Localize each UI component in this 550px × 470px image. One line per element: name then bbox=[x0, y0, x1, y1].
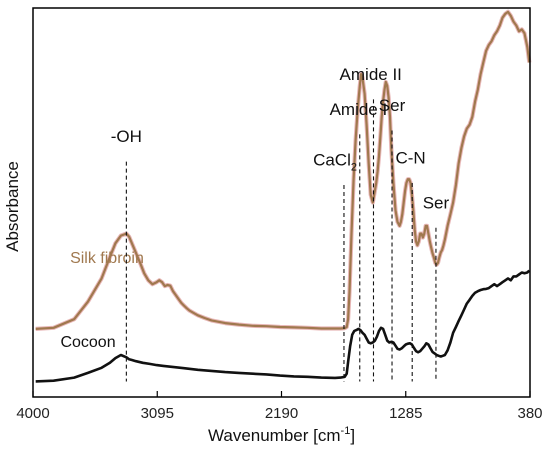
x-axis-title: Wavenumber [cm-1] bbox=[208, 425, 355, 445]
x-tick-label-1285: 1285 bbox=[389, 405, 422, 422]
annotation-label-ser-4: Ser bbox=[379, 96, 406, 115]
x-tick-label-3095: 3095 bbox=[141, 405, 174, 422]
annotation-label-cacl-1: CaCl2 bbox=[313, 151, 357, 174]
annotation-label-ser-6: Ser bbox=[423, 193, 450, 212]
x-axis-title-sup: -1 bbox=[341, 425, 351, 437]
series-label-cocoon: Cocoon bbox=[60, 334, 115, 351]
series-layer: Silk fibroin Cocoon bbox=[35, 9, 532, 383]
series-label-silk-fibroin: Silk fibroin bbox=[70, 250, 144, 267]
x-tick-label-4000: 4000 bbox=[16, 405, 49, 422]
series-line-silk-fibroin bbox=[35, 10, 531, 330]
x-tick-label-2190: 2190 bbox=[265, 405, 298, 422]
x-tick-label-380: 380 bbox=[517, 405, 542, 422]
x-axis-title-main: Wavenumber [cm bbox=[208, 426, 341, 445]
annotation-label-amide-i-2: Amide I bbox=[330, 100, 388, 119]
annotation-label-oh-0: -OH bbox=[111, 127, 142, 146]
annotation-label-c-n-5: C-N bbox=[395, 149, 425, 168]
annotation-label-amide-ii-3: Amide II bbox=[340, 65, 402, 84]
x-axis-title-end: ] bbox=[350, 426, 355, 445]
series-line-silk-fibroin-halo bbox=[35, 9, 532, 331]
y-axis-title: Absorbance bbox=[3, 161, 22, 252]
tick-layer: 4000 3095 2190 1285 380 bbox=[16, 391, 543, 422]
series-line-cocoon bbox=[35, 269, 531, 383]
annotation-layer: -OH CaCl2 Amide I Amide II Ser C-N Ser bbox=[111, 65, 450, 382]
